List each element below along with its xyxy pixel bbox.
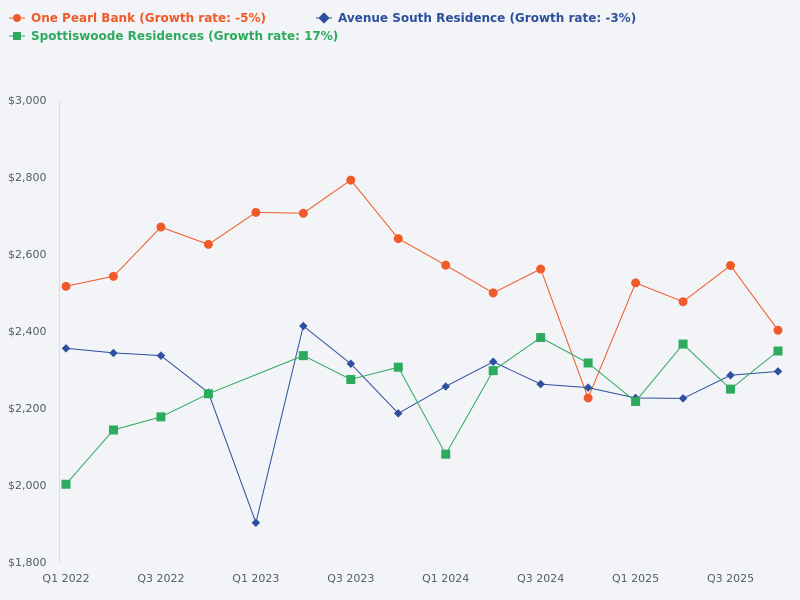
legend-label: Spottiswoode Residences (Growth rate: 17… [31,29,338,43]
y-tick-label: $2,200 [8,402,47,415]
data-point[interactable] [156,351,166,360]
y-tick-label: $2,800 [8,171,47,184]
data-point[interactable] [726,371,735,380]
data-point[interactable] [346,175,356,185]
legend-item-spottiswoode-residences[interactable]: Spottiswoode Residences (Growth rate: 17… [9,29,338,43]
data-point[interactable] [583,393,593,403]
data-point[interactable] [583,383,593,392]
data-point[interactable] [393,362,403,372]
data-point[interactable] [631,396,641,406]
x-tick-label: Q1 2023 [232,572,279,585]
data-point[interactable] [536,264,546,274]
data-point[interactable] [156,222,166,232]
y-tick-label: $2,000 [8,479,47,492]
data-point[interactable] [536,333,546,343]
data-point[interactable] [631,278,641,288]
data-point[interactable] [678,394,688,403]
data-point[interactable] [251,518,261,527]
series-1 [61,321,783,527]
plot-area [61,175,783,527]
series-2 [61,333,783,489]
data-point[interactable] [156,412,166,422]
x-tick-label: Q3 2023 [327,572,374,585]
data-point[interactable] [61,479,71,489]
data-point[interactable] [109,348,118,358]
series-0 [61,175,783,403]
x-tick-label: Q1 2024 [422,572,469,585]
series-line [65,336,779,485]
data-point[interactable] [203,239,213,249]
legend-marker-circle [13,14,21,22]
data-point[interactable] [773,346,783,356]
data-point[interactable] [346,375,356,385]
data-point[interactable] [108,271,118,281]
y-tick-label: $2,600 [8,248,47,261]
x-axis: Q1 2022 Q3 2022 Q1 2023 Q3 2023 Q1 2024 Q3 20… [42,572,754,585]
legend-item-avenue-south-residence[interactable]: Avenue South Residence (Growth rate: -3%… [316,11,636,25]
legend-item-one-pearl-bank[interactable]: One Pearl Bank (Growth rate: -5%) [9,11,266,25]
data-point[interactable] [298,351,308,361]
legend: One Pearl Bank (Growth rate: -5%) Avenue… [9,11,636,43]
data-point[interactable] [108,425,118,435]
x-tick-label: Q1 2022 [42,572,89,585]
data-point[interactable] [488,366,498,376]
data-point[interactable] [299,321,308,331]
data-point[interactable] [726,261,736,271]
data-point[interactable] [536,379,545,389]
data-point[interactable] [298,208,308,218]
y-tick-label: $3,000 [8,94,47,107]
x-tick-label: Q3 2024 [517,572,564,585]
data-point[interactable] [61,344,71,353]
legend-marker-diamond [318,12,330,24]
data-point[interactable] [678,339,688,349]
data-point[interactable] [773,367,783,376]
data-point[interactable] [583,358,593,368]
x-tick-label: Q1 2025 [612,572,659,585]
series-line [65,179,779,400]
data-point[interactable] [346,359,356,368]
data-point[interactable] [394,409,403,418]
data-point[interactable] [773,325,783,335]
data-point[interactable] [678,297,688,307]
legend-label: Avenue South Residence (Growth rate: -3%… [338,11,636,25]
x-tick-label: Q3 2025 [707,572,754,585]
y-tick-label: $2,400 [8,325,47,338]
data-point[interactable] [203,389,213,399]
data-point[interactable] [726,384,736,394]
data-point[interactable] [61,281,71,291]
data-point[interactable] [393,234,403,244]
data-point[interactable] [441,260,451,270]
y-axis: $1,800 $2,000 $2,200 $2,400 $2,600 $2,800 $3,0… [8,94,47,569]
legend-label: One Pearl Bank (Growth rate: -5%) [31,11,266,25]
data-point[interactable] [441,449,451,459]
series-line [65,325,779,525]
data-point[interactable] [488,288,498,298]
legend-marker-square [13,32,21,40]
data-point[interactable] [251,207,261,217]
y-tick-label: $1,800 [8,556,47,569]
x-tick-label: Q3 2022 [137,572,184,585]
data-point[interactable] [441,382,450,391]
data-point[interactable] [488,357,498,367]
